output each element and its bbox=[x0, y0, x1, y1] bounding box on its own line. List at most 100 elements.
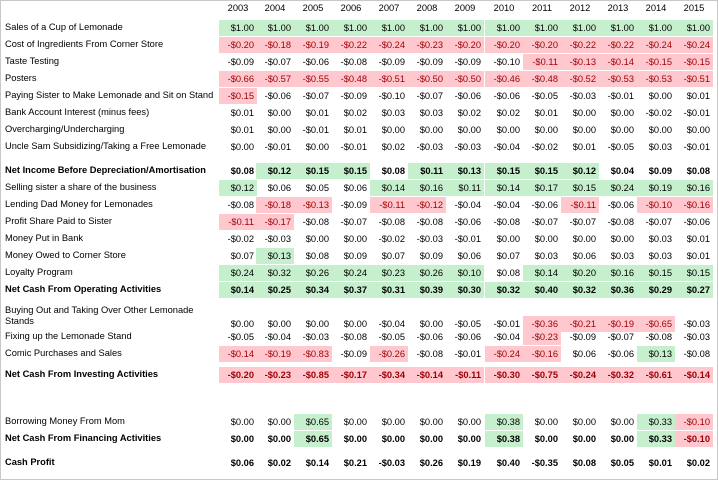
value-cell: -$0.46 bbox=[485, 71, 523, 87]
value-cell: $0.00 bbox=[305, 319, 329, 329]
value-cell: $1.00 bbox=[637, 20, 675, 36]
value-cell: -$0.03 bbox=[416, 142, 443, 152]
value-cell: $0.02 bbox=[381, 142, 405, 152]
value-cell: -$0.06 bbox=[416, 332, 443, 342]
value-cell: $0.00 bbox=[610, 234, 634, 244]
row-label: Net Income Before Depreciation/Amortisat… bbox=[5, 165, 206, 175]
value-cell: -$0.01 bbox=[683, 142, 710, 152]
row-label: Net Cash From Operating Activities bbox=[5, 284, 162, 294]
value-cell: $0.00 bbox=[496, 234, 520, 244]
value-cell: $0.16 bbox=[599, 265, 637, 281]
value-cell: -$0.01 bbox=[454, 234, 481, 244]
value-cell: $0.01 bbox=[534, 108, 558, 118]
value-cell: $0.00 bbox=[610, 434, 634, 444]
value-cell: $0.29 bbox=[637, 282, 675, 298]
row-label: Loyalty Program bbox=[5, 267, 73, 277]
value-cell: $0.00 bbox=[534, 417, 558, 427]
value-cell: $0.37 bbox=[332, 282, 370, 298]
value-cell: -$0.66 bbox=[219, 71, 257, 87]
row-label: Fixing up the Lemonade Stand bbox=[5, 331, 132, 341]
value-cell: -$0.08 bbox=[227, 200, 254, 210]
row-label: Taste Testing bbox=[5, 56, 60, 66]
value-cell: -$0.22 bbox=[561, 37, 599, 53]
value-cell: -$0.07 bbox=[264, 57, 291, 67]
row-label: Money Owed to Corner Store bbox=[5, 250, 126, 260]
value-cell: -$0.08 bbox=[645, 332, 672, 342]
value-cell: $0.14 bbox=[485, 180, 523, 196]
value-cell: $0.14 bbox=[370, 180, 408, 196]
value-cell: -$0.18 bbox=[256, 197, 294, 213]
row-label: Comic Purchases and Sales bbox=[5, 348, 122, 358]
value-cell: -$0.05 bbox=[227, 332, 254, 342]
value-cell: -$0.50 bbox=[408, 71, 446, 87]
value-cell: -$0.03 bbox=[264, 234, 291, 244]
value-cell: -$0.08 bbox=[340, 332, 367, 342]
value-cell: $0.32 bbox=[485, 282, 523, 298]
value-cell: $0.00 bbox=[610, 108, 634, 118]
value-cell: -$0.11 bbox=[523, 54, 561, 70]
value-cell: $0.00 bbox=[267, 319, 291, 329]
value-cell: -$0.55 bbox=[294, 71, 332, 87]
value-cell: -$0.23 bbox=[408, 37, 446, 53]
value-cell: -$0.03 bbox=[454, 142, 481, 152]
row-label: Profit Share Paid to Sister bbox=[5, 216, 112, 226]
value-cell: $0.15 bbox=[523, 163, 561, 179]
value-cell: -$0.48 bbox=[332, 71, 370, 87]
value-cell: $0.38 bbox=[485, 431, 523, 447]
value-cell: -$0.15 bbox=[637, 54, 675, 70]
value-cell: $1.00 bbox=[294, 20, 332, 36]
value-cell: $0.09 bbox=[648, 166, 672, 176]
value-cell: -$0.09 bbox=[227, 57, 254, 67]
value-cell: $0.08 bbox=[572, 458, 596, 468]
value-cell: $0.00 bbox=[419, 434, 443, 444]
row-label: Overcharging/Undercharging bbox=[5, 124, 125, 134]
value-cell: -$0.06 bbox=[264, 91, 291, 101]
value-cell: -$0.04 bbox=[378, 319, 405, 329]
value-cell: $0.00 bbox=[343, 417, 367, 427]
value-cell: -$0.03 bbox=[683, 332, 710, 342]
year-header: 2003 bbox=[227, 3, 249, 13]
value-cell: -$0.11 bbox=[219, 214, 257, 230]
value-cell: -$0.32 bbox=[599, 367, 637, 383]
value-cell: $0.06 bbox=[572, 349, 596, 359]
value-cell: -$0.01 bbox=[454, 349, 481, 359]
value-cell: $1.00 bbox=[219, 20, 257, 36]
value-cell: $0.06 bbox=[457, 251, 481, 261]
value-cell: -$0.03 bbox=[683, 319, 710, 329]
value-cell: -$0.15 bbox=[675, 54, 713, 70]
value-cell: -$0.01 bbox=[302, 125, 329, 135]
value-cell: $0.06 bbox=[230, 458, 254, 468]
value-cell: $0.04 bbox=[610, 166, 634, 176]
value-cell: $0.00 bbox=[267, 434, 291, 444]
row-label: Posters bbox=[5, 73, 37, 83]
row-label: Bank Account Interest (minus fees) bbox=[5, 107, 150, 117]
value-cell: -$0.52 bbox=[561, 71, 599, 87]
value-cell: $0.09 bbox=[343, 251, 367, 261]
value-cell: $0.15 bbox=[332, 163, 370, 179]
value-cell: -$0.53 bbox=[599, 71, 637, 87]
value-cell: -$0.16 bbox=[675, 197, 713, 213]
value-cell: -$0.20 bbox=[485, 37, 523, 53]
value-cell: -$0.23 bbox=[523, 329, 561, 345]
value-cell: $0.32 bbox=[561, 282, 599, 298]
value-cell: $0.10 bbox=[446, 265, 484, 281]
value-cell: -$0.02 bbox=[378, 234, 405, 244]
value-cell: -$0.10 bbox=[378, 91, 405, 101]
value-cell: $0.16 bbox=[675, 180, 713, 196]
value-cell: -$0.01 bbox=[683, 108, 710, 118]
value-cell: -$0.19 bbox=[256, 346, 294, 362]
value-cell: $0.02 bbox=[267, 458, 291, 468]
value-cell: $0.38 bbox=[485, 414, 523, 430]
value-cell: $0.26 bbox=[419, 458, 443, 468]
year-header: 2014 bbox=[645, 3, 667, 13]
value-cell: $0.09 bbox=[419, 251, 443, 261]
value-cell: -$0.06 bbox=[607, 349, 634, 359]
value-cell: $0.00 bbox=[419, 319, 443, 329]
value-cell: $0.00 bbox=[648, 91, 672, 101]
row-label: Cash Profit bbox=[5, 457, 55, 467]
value-cell: $0.00 bbox=[343, 234, 367, 244]
value-cell: -$0.07 bbox=[340, 217, 367, 227]
value-cell: $0.34 bbox=[294, 282, 332, 298]
value-cell: -$0.30 bbox=[485, 367, 523, 383]
year-header: 2012 bbox=[569, 3, 591, 13]
